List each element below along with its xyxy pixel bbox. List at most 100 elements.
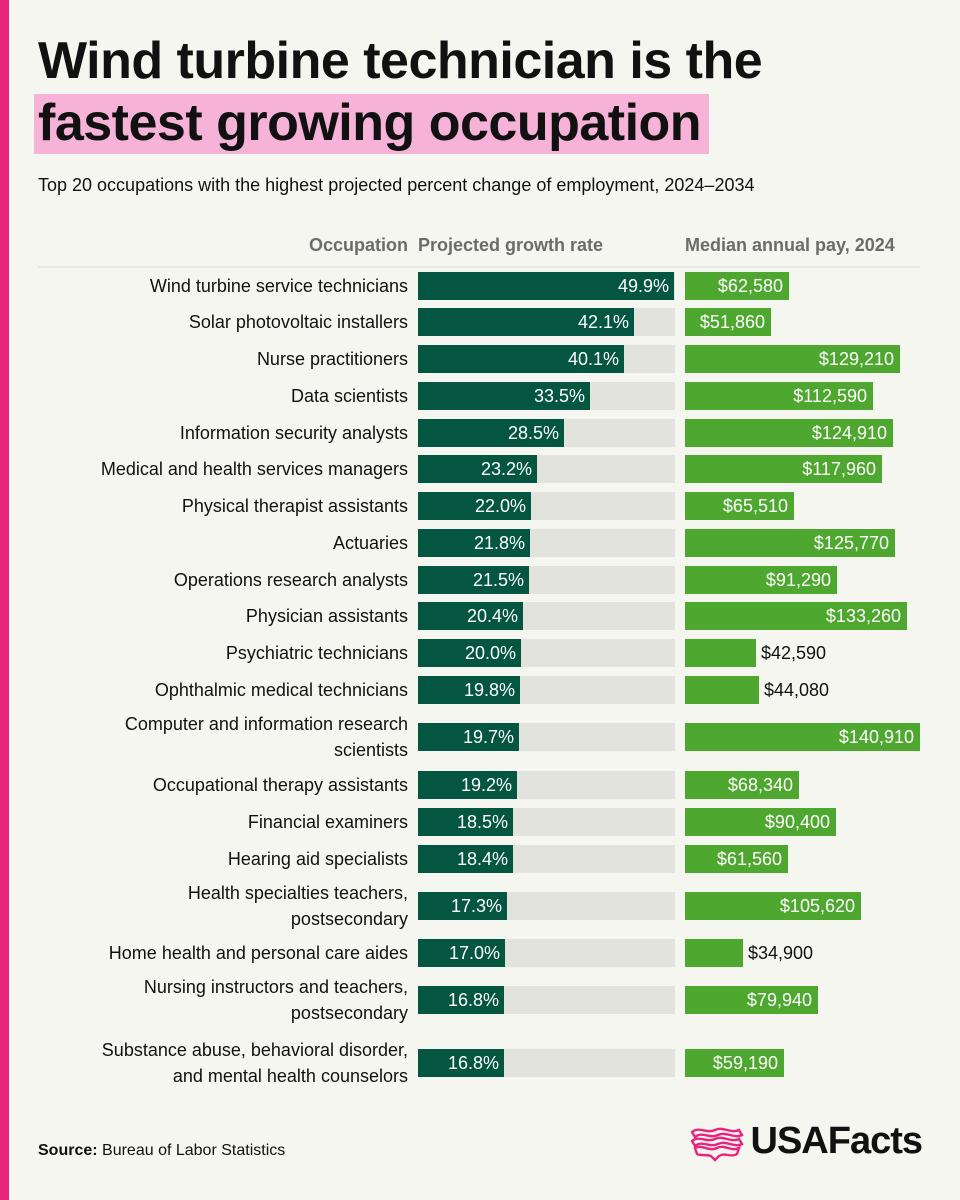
chart-subtitle: Top 20 occupations with the highest proj… (38, 175, 755, 195)
pay-bar (685, 771, 799, 799)
row-label: Solar photovoltaic installers (189, 312, 408, 332)
growth-value-label: 19.7% (463, 727, 514, 747)
row-label: Physician assistants (246, 606, 408, 626)
title-line-2-highlight: fastest growing occupation (34, 94, 710, 154)
growth-bar (418, 345, 624, 373)
growth-value-label: 28.5% (508, 423, 559, 443)
growth-value-label: 16.8% (448, 1053, 499, 1073)
row-label-line-2: postsecondary (291, 1003, 408, 1023)
pay-value-label: $125,770 (814, 533, 889, 553)
pay-value-label: $124,910 (812, 423, 887, 443)
row-label: Hearing aid specialists (228, 849, 408, 869)
pay-value-label: $34,900 (748, 943, 813, 963)
growth-bar (418, 602, 523, 630)
pay-value-label: $90,400 (765, 812, 830, 832)
pay-value-label: $112,590 (793, 386, 867, 406)
growth-value-label: 20.4% (467, 606, 518, 626)
pay-bar (685, 419, 893, 447)
growth-value-label: 22.0% (475, 496, 526, 516)
accent-bar (0, 0, 9, 1200)
row-label: Nursing instructors and teachers, (144, 977, 408, 997)
growth-bar (418, 939, 505, 967)
usa-map-flag-icon (689, 1127, 744, 1162)
growth-value-label: 17.3% (451, 896, 502, 916)
pay-value-label: $117,960 (802, 459, 876, 479)
row-label: Computer and information research (125, 714, 408, 734)
growth-bar (418, 529, 530, 557)
pay-value-label: $91,290 (766, 570, 831, 590)
row-label: Nurse practitioners (257, 349, 408, 369)
pay-bar (685, 676, 759, 704)
pay-value-label: $140,910 (839, 727, 914, 747)
pay-value-label: $133,260 (826, 606, 901, 626)
growth-bar (418, 308, 634, 336)
growth-bar (418, 723, 519, 751)
growth-value-label: 49.9% (618, 276, 669, 296)
source-note: Source: Bureau of Labor Statistics (38, 1142, 285, 1160)
growth-value-label: 20.0% (465, 643, 516, 663)
row-label: Ophthalmic medical technicians (155, 680, 408, 700)
growth-bar (418, 892, 507, 920)
pay-bar (685, 639, 756, 667)
pay-bar (685, 723, 920, 751)
pay-bar (685, 845, 788, 873)
pay-bar (685, 272, 789, 300)
row-label: Data scientists (291, 386, 408, 406)
row-label: Financial examiners (248, 812, 408, 832)
growth-value-label: 17.0% (449, 943, 500, 963)
pay-bar (685, 808, 836, 836)
bar-chart: Occupation Projected growth rate Median an… (38, 235, 920, 1086)
title-line-1: Wind turbine technician is the (38, 32, 763, 90)
row-label: Operations research analysts (174, 570, 408, 590)
growth-value-label: 21.5% (473, 570, 524, 590)
header-occupation: Occupation (309, 235, 408, 255)
row-label: Medical and health services managers (101, 459, 408, 479)
pay-value-label: $62,580 (718, 276, 783, 296)
growth-bar (418, 986, 504, 1014)
row-label: Home health and personal care aides (109, 943, 408, 963)
growth-value-label: 40.1% (568, 349, 619, 369)
usafacts-logo: USAFacts (689, 1120, 923, 1163)
pay-value-label: $68,340 (728, 775, 793, 795)
row-label: Information security analysts (180, 423, 408, 443)
growth-bar (418, 808, 513, 836)
growth-bar (418, 382, 590, 410)
growth-value-label: 19.2% (461, 775, 512, 795)
growth-value-label: 33.5% (534, 386, 585, 406)
growth-value-label: 18.5% (457, 812, 508, 832)
pay-value-label: $44,080 (764, 680, 829, 700)
growth-value-label: 42.1% (578, 312, 629, 332)
growth-bar (418, 455, 537, 483)
pay-value-label: $59,190 (713, 1053, 778, 1073)
pay-value-label: $79,940 (747, 990, 812, 1010)
row-label: Psychiatric technicians (226, 643, 408, 663)
pay-bar (685, 566, 837, 594)
growth-bar (418, 272, 674, 300)
pay-bar (685, 986, 818, 1014)
growth-bar (418, 771, 517, 799)
pay-value-label: $65,510 (723, 496, 788, 516)
row-label: Physical therapist assistants (182, 496, 408, 516)
row-label: Actuaries (333, 533, 408, 553)
growth-value-label: 21.8% (474, 533, 525, 553)
pay-bar (685, 892, 861, 920)
pay-value-label: $61,560 (717, 849, 782, 869)
row-label: Occupational therapy assistants (153, 775, 408, 795)
pay-bar (685, 939, 743, 967)
pay-bar (685, 1049, 784, 1077)
growth-value-label: 16.8% (448, 990, 499, 1010)
header-growth: Projected growth rate (418, 235, 603, 255)
source-text: Bureau of Labor Statistics (102, 1142, 286, 1159)
pay-bar (685, 529, 895, 557)
row-label-line-2: postsecondary (291, 909, 408, 929)
growth-value-label: 18.4% (457, 849, 508, 869)
pay-value-label: $42,590 (761, 643, 826, 663)
growth-bar (418, 492, 531, 520)
growth-bar (418, 676, 520, 704)
growth-value-label: 19.8% (464, 680, 515, 700)
source-label: Source: (38, 1142, 98, 1159)
pay-value-label: $51,860 (700, 312, 765, 332)
row-label: Substance abuse, behavioral disorder, (102, 1040, 408, 1060)
growth-bar (418, 566, 529, 594)
growth-bar (418, 1049, 504, 1077)
